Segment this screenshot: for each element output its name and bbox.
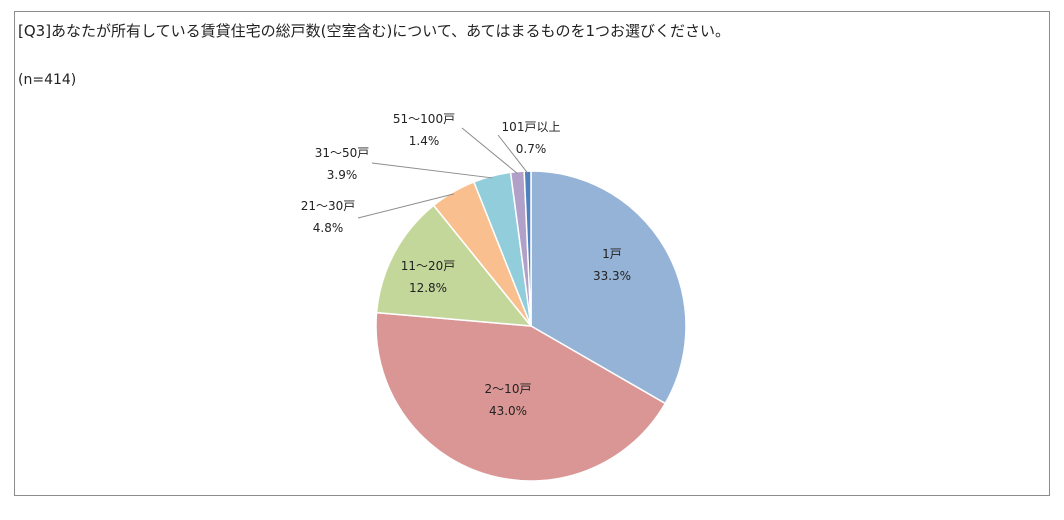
question-title: [Q3]あなたが所有している賃貸住宅の総戸数(空室含む)について、あてはまるもの…	[18, 22, 731, 40]
pie-slice	[530, 170, 687, 405]
slice-label: 31～50戸	[315, 146, 370, 160]
leader-line	[461, 127, 518, 174]
slice-label: 2～10戸	[485, 382, 532, 396]
slice-value-label: 33.3%	[593, 269, 631, 283]
slice-value-label: 0.7%	[516, 142, 547, 156]
slice-label: 51～100戸	[393, 112, 455, 126]
pie-slice	[375, 311, 667, 482]
pie-slice	[523, 170, 532, 327]
slice-label: 1戸	[602, 247, 622, 261]
sample-size: (n=414)	[18, 72, 77, 88]
leader-line	[371, 162, 493, 179]
slice-value-label: 12.8%	[409, 281, 447, 295]
slice-label: 101戸以上	[502, 120, 561, 134]
slice-value-label: 4.8%	[313, 221, 344, 235]
slice-value-label: 43.0%	[489, 404, 527, 418]
slice-value-label: 3.9%	[327, 168, 358, 182]
leader-line	[497, 134, 529, 174]
slice-label: 21～30戸	[301, 199, 356, 213]
slice-label: 11～20戸	[401, 259, 456, 273]
pie-slice	[375, 204, 533, 327]
slice-value-label: 1.4%	[409, 134, 440, 148]
leader-line	[357, 193, 454, 219]
